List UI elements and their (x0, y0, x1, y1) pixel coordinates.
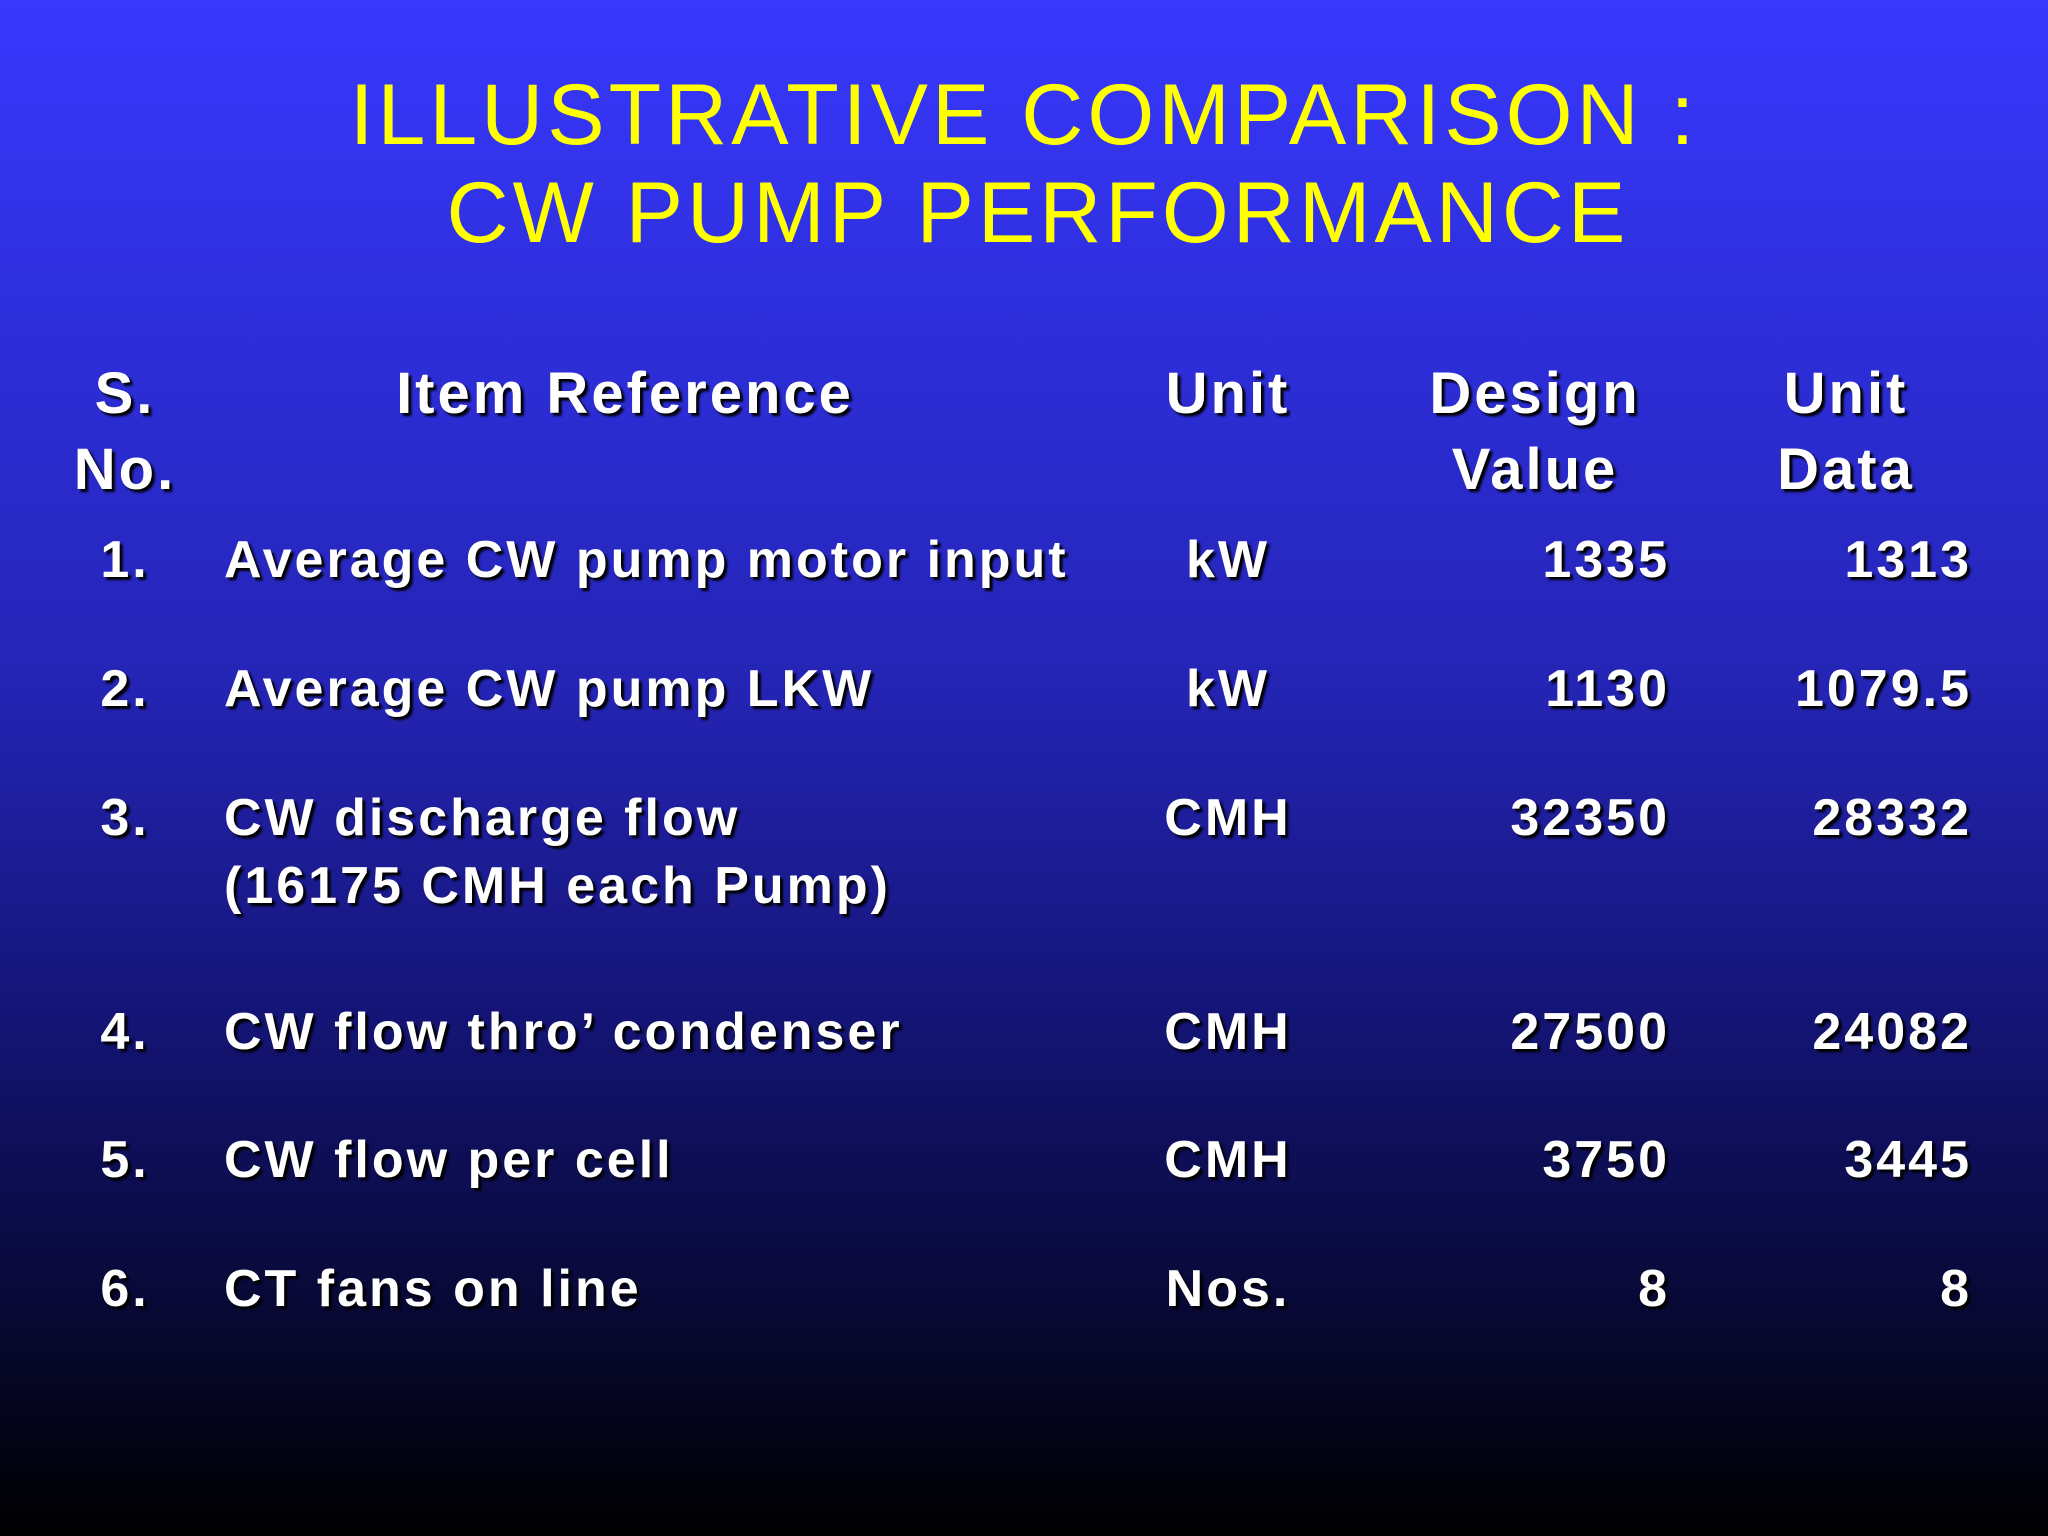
row-design-value: 32350 (1510, 789, 1670, 847)
header-item-reference: Item Reference (396, 361, 854, 426)
row-item: CT fans on line (224, 1260, 642, 1318)
row-design-value: 27500 (1510, 1003, 1670, 1061)
row-unit-data: 8 (1940, 1260, 1972, 1318)
row-unit: CMH (1164, 789, 1292, 847)
row-item: Average CW pump LKW (224, 660, 875, 718)
header-unit-data: Unit Data (1777, 361, 1915, 502)
row-item: Average CW pump motor input (224, 531, 1069, 589)
row-design-value: 1130 (1545, 660, 1670, 718)
header-unit: Unit (1165, 361, 1291, 426)
row-unit-data: 3445 (1844, 1131, 1972, 1189)
row-unit-data: 1313 (1844, 531, 1972, 589)
row-unit: CMH (1164, 1131, 1292, 1189)
header-design-value: Design Value (1429, 361, 1641, 502)
row-item: CW flow thro’ condenser (224, 1003, 903, 1061)
slide-title: ILLUSTRATIVE COMPARISON : CW PUMP PERFOR… (0, 66, 2048, 262)
row-sno: 1. (100, 531, 150, 589)
row-unit-data: 1079.5 (1794, 660, 1972, 718)
title-line-1: ILLUSTRATIVE COMPARISON : (349, 67, 1699, 163)
row-unit-data: 28332 (1812, 789, 1972, 847)
row-item: CW flow per cell (224, 1131, 674, 1189)
row-design-value: 1335 (1542, 531, 1670, 589)
title-line-2: CW PUMP PERFORMANCE (418, 165, 1630, 261)
row-sno: 2. (100, 660, 150, 718)
row-unit: Nos. (1165, 1260, 1291, 1318)
row-sno: 4. (100, 1003, 150, 1061)
row-unit-data: 24082 (1812, 1003, 1972, 1061)
row-design-value: 3750 (1542, 1131, 1670, 1189)
row-sno: 6. (100, 1260, 150, 1318)
row-unit: CMH (1164, 1003, 1292, 1061)
row-unit: kW (1186, 531, 1270, 589)
row-item: CW discharge flow (16175 CMH each Pump) (224, 789, 891, 915)
row-sno: 3. (100, 789, 150, 847)
row-unit: kW (1186, 660, 1270, 718)
row-design-value: 8 (1638, 1260, 1670, 1318)
row-sno: 5. (100, 1131, 150, 1189)
header-sno: S. No. (73, 361, 177, 502)
